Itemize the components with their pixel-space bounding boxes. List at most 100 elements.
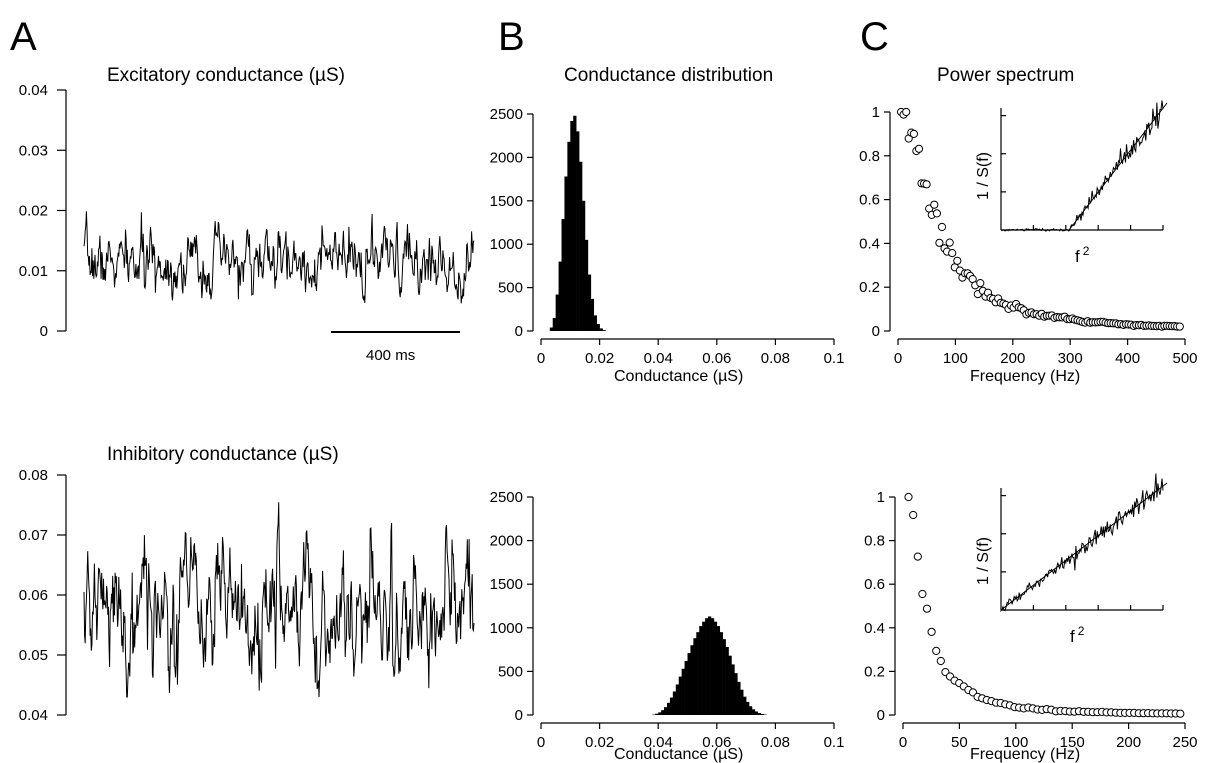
excitatory-inset — [1000, 100, 1168, 232]
excitatory-histogram-bar — [555, 294, 559, 331]
excitatory-histogram-x-tick-label: 0.08 — [761, 350, 790, 367]
excitatory-spectrum-x-label: Frequency (Hz) — [970, 368, 1080, 385]
inhibitory-trace-title: Inhibitory conductance (µS) — [107, 444, 339, 465]
excitatory-histogram-bar — [561, 219, 565, 331]
inhibitory-inset-y-label: 1 / S(f) — [975, 537, 992, 585]
excitatory-spectrum-x-tick-label: 300 — [1058, 350, 1083, 367]
excitatory-spectrum-point — [914, 144, 924, 153]
inhibitory-spectrum-x-tick-label: 150 — [1060, 734, 1085, 751]
inhibitory-trace-y-axis: 0.04 0.05 0.06 0.07 0.08 — [19, 467, 67, 724]
inhibitory-histogram-bar — [658, 712, 662, 715]
excitatory-histogram-y-tick-label: 1000 — [490, 236, 523, 253]
excitatory-spectrum-point — [937, 222, 947, 232]
excitatory-histogram-bar — [564, 176, 568, 331]
excitatory-histogram-bar — [579, 161, 583, 331]
inhibitory-trace-y-tick-label: 0.05 — [19, 647, 48, 664]
inhibitory-spectrum-point — [936, 656, 945, 666]
inhibitory-histogram: 0 500 1000 1500 2000 2500 0 0.02 0.04 0.06 0.08 0.1 — [490, 489, 845, 751]
excitatory-histogram-bar — [584, 239, 589, 331]
excitatory-spectrum-point — [953, 256, 962, 265]
excitatory-histogram-x-tick-label: 0.02 — [585, 350, 614, 367]
inhibitory-histogram-bar — [699, 626, 703, 715]
inhibitory-histogram-bar — [664, 707, 668, 715]
inhibitory-histogram-bar — [684, 660, 688, 715]
excitatory-trace-title: Excitatory conductance (µS) — [107, 65, 345, 86]
excitatory-inset-data-trace — [1000, 100, 1164, 232]
excitatory-histogram-bar — [590, 298, 595, 331]
excitatory-histogram-y-tick-label: 0 — [515, 323, 523, 340]
inhibitory-histogram-bar — [731, 664, 735, 715]
inhibitory-spectrum-point — [1176, 709, 1185, 718]
excitatory-spectrum-x-tick-label: 500 — [1172, 350, 1197, 367]
inhibitory-histogram-bar — [760, 713, 764, 715]
inhibitory-spectrum-point — [927, 627, 936, 637]
excitatory-histogram: 0 500 1000 1500 2000 2500 0 0.02 0.04 0.06 0.08 0.1 — [490, 106, 845, 367]
inhibitory-power-spectrum: 0 0.2 0.4 0.6 0.8 1 0 50 100 150 200 250 — [864, 489, 1197, 751]
inhibitory-histogram-bar — [669, 697, 674, 715]
excitatory-trace-y-tick-label: 0.03 — [19, 142, 48, 159]
inhibitory-histogram-y-tick-label: 1500 — [490, 576, 523, 593]
inhibitory-histogram-bar — [740, 689, 744, 715]
excitatory-spectrum-x-tick-label: 100 — [943, 350, 968, 367]
inhibitory-histogram-bar — [754, 711, 759, 715]
inhibitory-histogram-bar — [719, 632, 723, 715]
inhibitory-spectrum-point — [909, 510, 918, 520]
inhibitory-spectrum-y-tick-label: 0.4 — [864, 620, 885, 637]
inhibitory-histogram-bar — [734, 673, 738, 715]
excitatory-histogram-y-tick-label: 1500 — [490, 193, 523, 210]
inhibitory-histogram-bar — [708, 616, 712, 715]
excitatory-spectrum-point — [976, 279, 985, 288]
inhibitory-spectrum-point — [918, 589, 927, 599]
excitatory-histogram-x-tick-label: 0.06 — [702, 350, 731, 367]
excitatory-histogram-bar — [599, 328, 603, 331]
excitatory-spectrum-point — [1175, 322, 1184, 331]
inhibitory-histogram-bar — [696, 632, 700, 715]
excitatory-histogram-bar — [570, 120, 574, 331]
inhibitory-spectrum-y-tick-label: 0 — [877, 707, 885, 724]
inhibitory-histogram-x-tick-label: 0.02 — [585, 734, 614, 751]
inhibitory-histogram-bar — [690, 645, 694, 715]
inhibitory-histogram-bar — [675, 684, 680, 715]
inhibitory-spectrum-x-label: Frequency (Hz) — [970, 746, 1080, 763]
inhibitory-histogram-bar — [722, 639, 726, 715]
inhibitory-spectrum-y-tick-label: 0.6 — [864, 576, 885, 593]
inhibitory-histogram-y-tick-label: 500 — [498, 663, 523, 680]
excitatory-histogram-bar — [552, 317, 556, 331]
excitatory-spectrum-point — [948, 249, 957, 258]
inhibitory-spectrum-y-tick-label: 1 — [877, 489, 885, 506]
excitatory-histogram-x-label: Conductance (µS) — [614, 368, 743, 385]
panel-letter-b: B — [498, 15, 525, 59]
excitatory-spectrum-point — [932, 209, 942, 218]
excitatory-spectrum-y-tick-label: 1 — [872, 104, 880, 121]
inhibitory-histogram-bar — [757, 713, 762, 715]
inhibitory-spectrum-x-tick-label: 250 — [1172, 734, 1197, 751]
inhibitory-histogram-bar — [710, 618, 715, 715]
time-scale-bar-label: 400 ms — [366, 347, 415, 364]
inhibitory-spectrum-x-tick-label: 100 — [1003, 734, 1028, 751]
inhibitory-histogram-bar — [705, 618, 709, 715]
excitatory-spectrum-point — [945, 238, 954, 247]
excitatory-histogram-y-tick-label: 2000 — [490, 149, 523, 166]
excitatory-trace-y-tick-label: 0.04 — [19, 82, 48, 99]
inhibitory-trace-y-tick-label: 0.07 — [19, 527, 48, 544]
inhibitory-spectrum-y-tick-label: 0.8 — [864, 533, 885, 550]
inhibitory-trace-y-tick-label: 0.08 — [19, 467, 48, 484]
excitatory-histogram-x-tick-label: 0 — [537, 350, 545, 367]
inhibitory-inset — [1000, 473, 1168, 613]
excitatory-spectrum-y-tick-label: 0 — [872, 323, 880, 340]
inhibitory-histogram-x-label: Conductance (µS) — [614, 746, 743, 763]
excitatory-histogram-y-tick-label: 500 — [498, 280, 523, 297]
inhibitory-spectrum-x-tick-label: 200 — [1116, 734, 1141, 751]
excitatory-trace-y-tick-label: 0.02 — [19, 203, 48, 220]
panel-letter-a: A — [10, 15, 37, 59]
inhibitory-histogram-bar — [693, 638, 697, 715]
excitatory-inset-y-label: 1 / S(f) — [975, 152, 992, 200]
inhibitory-trace-y-tick-label: 0.04 — [19, 707, 48, 724]
inhibitory-spectrum-point — [913, 552, 922, 561]
inhibitory-histogram-y-tick-label: 0 — [515, 707, 523, 724]
inhibitory-histogram-x-tick-label: 0.1 — [824, 734, 845, 751]
excitatory-histogram-bar — [573, 115, 577, 332]
distribution-title: Conductance distribution — [564, 65, 773, 86]
